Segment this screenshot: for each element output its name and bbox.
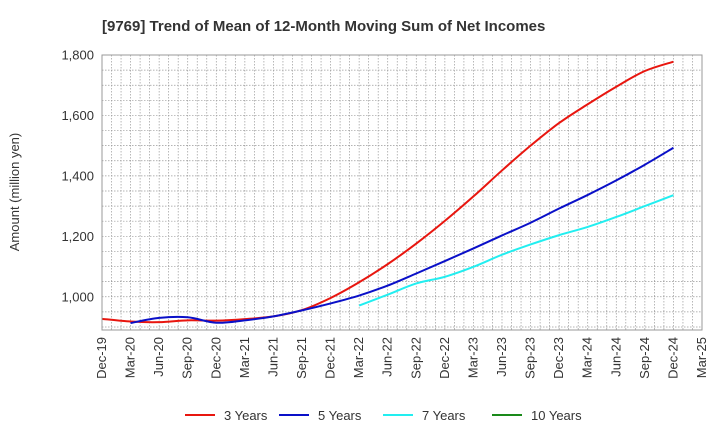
- chart-title: [9769] Trend of Mean of 12-Month Moving …: [102, 18, 545, 35]
- legend-label-7-years: 7 Years: [422, 408, 466, 423]
- vertical-gridlines: [111, 55, 693, 330]
- y-tick-label: 1,800: [61, 48, 94, 63]
- x-tick-label: Sep-21: [294, 337, 309, 379]
- x-tick-label: Mar-22: [351, 337, 366, 378]
- x-tick-label: Sep-20: [180, 337, 195, 379]
- x-tick-label: Dec-20: [208, 337, 223, 379]
- x-tick-label: Sep-22: [408, 337, 423, 379]
- y-axis-label: Amount (million yen): [7, 133, 22, 252]
- legend-label-10-years: 10 Years: [531, 408, 582, 423]
- x-tick-label: Mar-24: [580, 337, 595, 378]
- series-line-7-years: [358, 194, 674, 307]
- x-tick-label: Dec-19: [94, 337, 109, 379]
- series-line-3-years: [101, 60, 674, 324]
- x-tick-label: Mar-23: [465, 337, 480, 378]
- plot-frame: [101, 54, 703, 331]
- y-tick-label: 1,200: [61, 229, 94, 244]
- x-tick-label: Mar-25: [694, 337, 709, 378]
- legend-label-3-years: 3 Years: [224, 408, 268, 423]
- legend-label-5-years: 5 Years: [318, 408, 362, 423]
- x-tick-label: Dec-21: [323, 337, 338, 379]
- x-tick-label: Jun-20: [151, 337, 166, 377]
- x-tick-label: Mar-20: [123, 337, 138, 378]
- y-tick-label: 1,400: [61, 168, 94, 183]
- series-lines: [101, 60, 674, 325]
- x-tick-label: Sep-23: [523, 337, 538, 379]
- x-tick-label: Jun-24: [608, 337, 623, 377]
- horizontal-gridlines: [102, 69, 702, 328]
- x-tick-label: Dec-22: [437, 337, 452, 379]
- x-tick-label: Jun-21: [265, 337, 280, 377]
- x-tick-label: Jun-22: [380, 337, 395, 377]
- x-tick-label: Dec-24: [665, 337, 680, 379]
- series-line-5-years: [130, 146, 674, 325]
- x-tick-label: Sep-24: [637, 337, 652, 379]
- y-tick-label: 1,000: [61, 289, 94, 304]
- x-tick-label: Jun-23: [494, 337, 509, 377]
- legend: 3 Years 5 Years 7 Years 10 Years: [185, 408, 582, 423]
- x-tick-label: Mar-21: [237, 337, 252, 378]
- y-tick-label: 1,600: [61, 108, 94, 123]
- y-tick-labels: 1,000 1,200 1,400 1,600 1,800: [61, 48, 94, 305]
- x-tick-labels: Dec-19 Mar-20 Jun-20 Sep-20 Dec-20 Mar-21 Jun-…: [94, 337, 709, 379]
- x-tick-label: Dec-23: [551, 337, 566, 379]
